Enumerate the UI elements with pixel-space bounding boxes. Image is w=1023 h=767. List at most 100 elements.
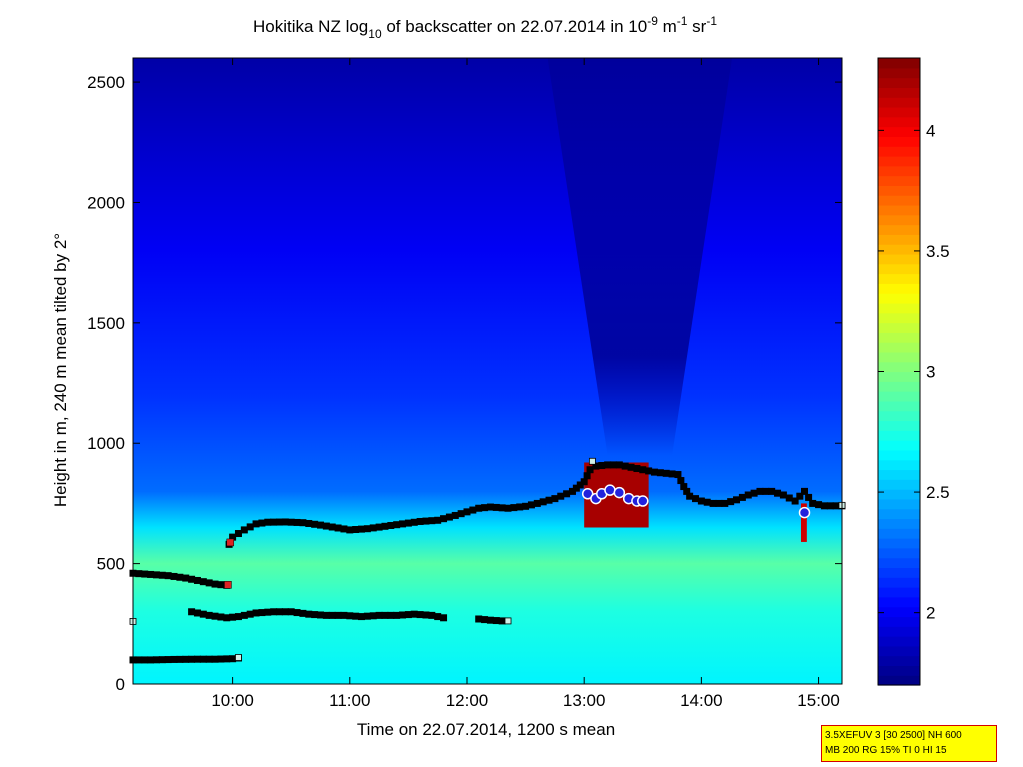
layer-point xyxy=(639,466,647,474)
layer-point xyxy=(463,508,471,516)
colorbar-step xyxy=(878,283,920,294)
colorbar-tick-label: 2 xyxy=(926,604,935,623)
layer-point xyxy=(576,481,584,489)
layer-point xyxy=(805,493,813,501)
layer-point xyxy=(727,498,735,506)
layer-point xyxy=(299,519,307,527)
layer-point xyxy=(176,573,184,581)
colorbar-step xyxy=(878,498,920,510)
layer-point xyxy=(287,518,295,526)
layer-point xyxy=(147,656,155,664)
layer-point xyxy=(281,518,289,526)
layer-point xyxy=(135,570,143,578)
x-axis-label: Time on 22.07.2014, 1200 s mean xyxy=(357,720,615,739)
layer-point xyxy=(199,655,207,663)
layer-point xyxy=(358,613,366,621)
layer-point xyxy=(551,495,559,503)
layer-point xyxy=(592,462,600,470)
cloud-base-point xyxy=(637,495,649,507)
layer-point xyxy=(677,477,685,485)
layer-point xyxy=(498,504,506,512)
layer-point xyxy=(270,518,278,526)
layer-point xyxy=(234,530,242,538)
layer-point xyxy=(182,655,190,663)
layer-point xyxy=(469,506,477,514)
y-axis: 0 500 1000 1500 2000 2500 xyxy=(87,73,842,694)
colorbar-step xyxy=(878,410,920,422)
layer-point xyxy=(709,499,717,507)
layer-point xyxy=(141,656,149,664)
colorbar-step xyxy=(878,293,920,304)
layer-point xyxy=(404,611,412,619)
series-layer-low xyxy=(188,608,448,622)
layer-point xyxy=(252,520,260,528)
layer-point xyxy=(340,611,348,619)
light-marker xyxy=(504,617,512,625)
layer-point xyxy=(533,499,541,507)
colorbar-step xyxy=(878,146,920,157)
layer-point xyxy=(305,519,313,527)
layer-point xyxy=(229,655,237,663)
layer-point xyxy=(686,492,694,500)
layer-point xyxy=(299,609,307,617)
colorbar-step xyxy=(878,587,920,598)
layer-point xyxy=(750,489,758,497)
colorbar-step xyxy=(878,87,920,98)
settings-info-box: 3.5XEFUV 3 [30 2500] NH 600 MB 200 RG 15… xyxy=(821,725,997,762)
layer-point xyxy=(779,491,787,499)
plot-frame xyxy=(132,57,843,685)
layer-point xyxy=(152,571,160,579)
layer-point xyxy=(721,499,729,507)
layer-point xyxy=(683,487,691,495)
layer-point xyxy=(457,510,465,518)
colorbar-step xyxy=(878,430,920,441)
layer-point xyxy=(170,572,178,580)
layer-point xyxy=(311,520,319,528)
layer-point xyxy=(188,608,196,616)
layer-point xyxy=(633,465,641,473)
layer-point xyxy=(176,655,184,663)
layer-point xyxy=(545,496,553,504)
layer-point xyxy=(188,575,196,583)
title-sup-2: -1 xyxy=(677,14,688,28)
layer-point xyxy=(738,493,746,501)
layer-point xyxy=(158,656,166,664)
layer-point xyxy=(164,572,172,580)
layer-point xyxy=(387,521,395,529)
colorbar-step xyxy=(878,440,920,451)
layer-point xyxy=(317,521,325,529)
layer-point xyxy=(346,526,354,534)
layer-point xyxy=(211,580,219,588)
x-tick-label: 12:00 xyxy=(446,691,489,710)
layer-point xyxy=(211,612,219,620)
layer-point xyxy=(692,495,700,503)
colorbar-step xyxy=(878,312,920,324)
layer-point xyxy=(416,517,424,525)
layer-point xyxy=(328,611,336,619)
layer-point xyxy=(492,503,500,511)
layer-point xyxy=(346,612,354,620)
layer-point xyxy=(141,570,149,578)
layer-point xyxy=(428,611,436,619)
layer-point xyxy=(293,518,301,526)
layer-point xyxy=(363,525,371,533)
light-marker xyxy=(235,654,242,661)
colorbar-step xyxy=(878,371,920,382)
colorbar-step xyxy=(878,636,920,647)
colorbar-step xyxy=(878,626,920,637)
colorbar-step xyxy=(878,244,920,255)
layer-point xyxy=(832,502,840,510)
colorbar-tick-label: 2.5 xyxy=(926,483,950,502)
layer-point xyxy=(317,611,325,619)
layer-point xyxy=(615,461,623,469)
colorbar-step xyxy=(878,185,920,196)
layer-point xyxy=(369,524,377,532)
colorbar-tick-label: 4 xyxy=(926,121,935,140)
layer-point xyxy=(275,608,283,616)
layer-point xyxy=(492,617,500,625)
colorbar-step xyxy=(878,126,920,137)
layer-point xyxy=(252,609,260,617)
layer-point xyxy=(440,614,448,622)
cloud-base-point xyxy=(581,488,594,500)
layer-point xyxy=(434,516,442,524)
